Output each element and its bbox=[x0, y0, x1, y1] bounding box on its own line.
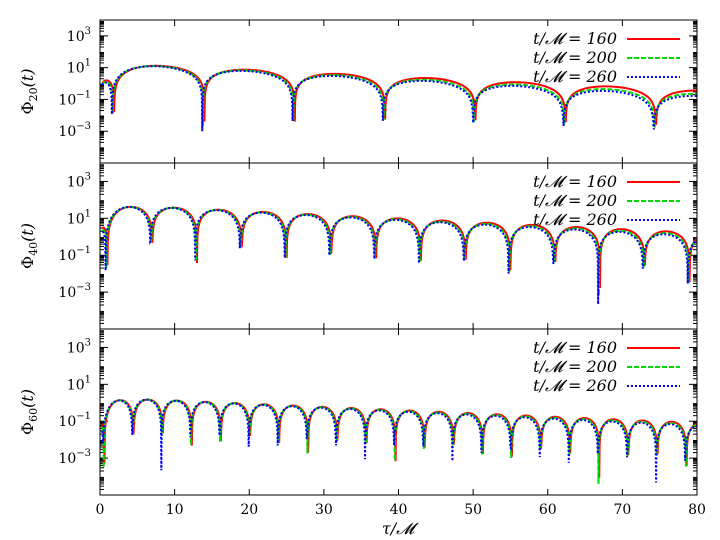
series-line-3 bbox=[101, 398, 697, 483]
series-line-2 bbox=[101, 398, 697, 484]
legend-label: t/𝓜 = 260 bbox=[533, 210, 617, 229]
x-tick-label: 70 bbox=[613, 502, 631, 518]
x-tick-label: 50 bbox=[464, 502, 482, 518]
x-tick-label: 20 bbox=[240, 502, 258, 518]
series-line-3 bbox=[101, 206, 697, 305]
legend-label: t/𝓜 = 260 bbox=[533, 67, 617, 86]
series-line-1 bbox=[101, 398, 697, 478]
y-axis-label: Φ40(t) bbox=[18, 223, 40, 269]
series-line-2 bbox=[101, 65, 697, 128]
series-line-1 bbox=[101, 64, 697, 125]
y-tick-label: 103 bbox=[67, 337, 91, 356]
legend-label: t/𝓜 = 260 bbox=[533, 376, 617, 395]
legend-label: t/𝓜 = 200 bbox=[533, 191, 617, 210]
series-line-3 bbox=[101, 65, 697, 132]
x-tick-label: 60 bbox=[539, 502, 557, 518]
x-tick-label: 0 bbox=[96, 502, 105, 518]
x-axis-label: τ/𝓜 bbox=[382, 519, 419, 538]
legend-label: t/𝓜 = 200 bbox=[533, 357, 617, 376]
y-tick-label: 10−1 bbox=[58, 89, 91, 108]
y-axis-label: Φ20(t) bbox=[18, 68, 40, 114]
y-tick-label: 10−3 bbox=[58, 282, 91, 301]
legend-label: t/𝓜 = 160 bbox=[533, 338, 617, 357]
y-tick-label: 101 bbox=[67, 208, 91, 227]
plot-frame bbox=[99, 328, 698, 496]
x-tick-label: 40 bbox=[390, 502, 408, 518]
x-tick-label: 10 bbox=[166, 502, 184, 518]
y-tick-label: 10−3 bbox=[58, 448, 91, 467]
legend-label: t/𝓜 = 160 bbox=[533, 172, 617, 191]
y-tick-label: 101 bbox=[67, 374, 91, 393]
y-tick-label: 10−1 bbox=[58, 411, 91, 430]
legend-label: t/𝓜 = 160 bbox=[533, 29, 617, 48]
y-tick-label: 103 bbox=[67, 26, 91, 45]
legend-label: t/𝓜 = 200 bbox=[533, 48, 617, 67]
x-tick-label: 80 bbox=[688, 502, 706, 518]
y-tick-label: 10−1 bbox=[58, 245, 91, 264]
y-tick-label: 103 bbox=[67, 171, 91, 190]
y-tick-label: 10−3 bbox=[58, 121, 91, 140]
y-tick-label: 101 bbox=[67, 58, 91, 77]
y-axis-label: Φ60(t) bbox=[18, 389, 40, 435]
x-tick-label: 30 bbox=[315, 502, 333, 518]
